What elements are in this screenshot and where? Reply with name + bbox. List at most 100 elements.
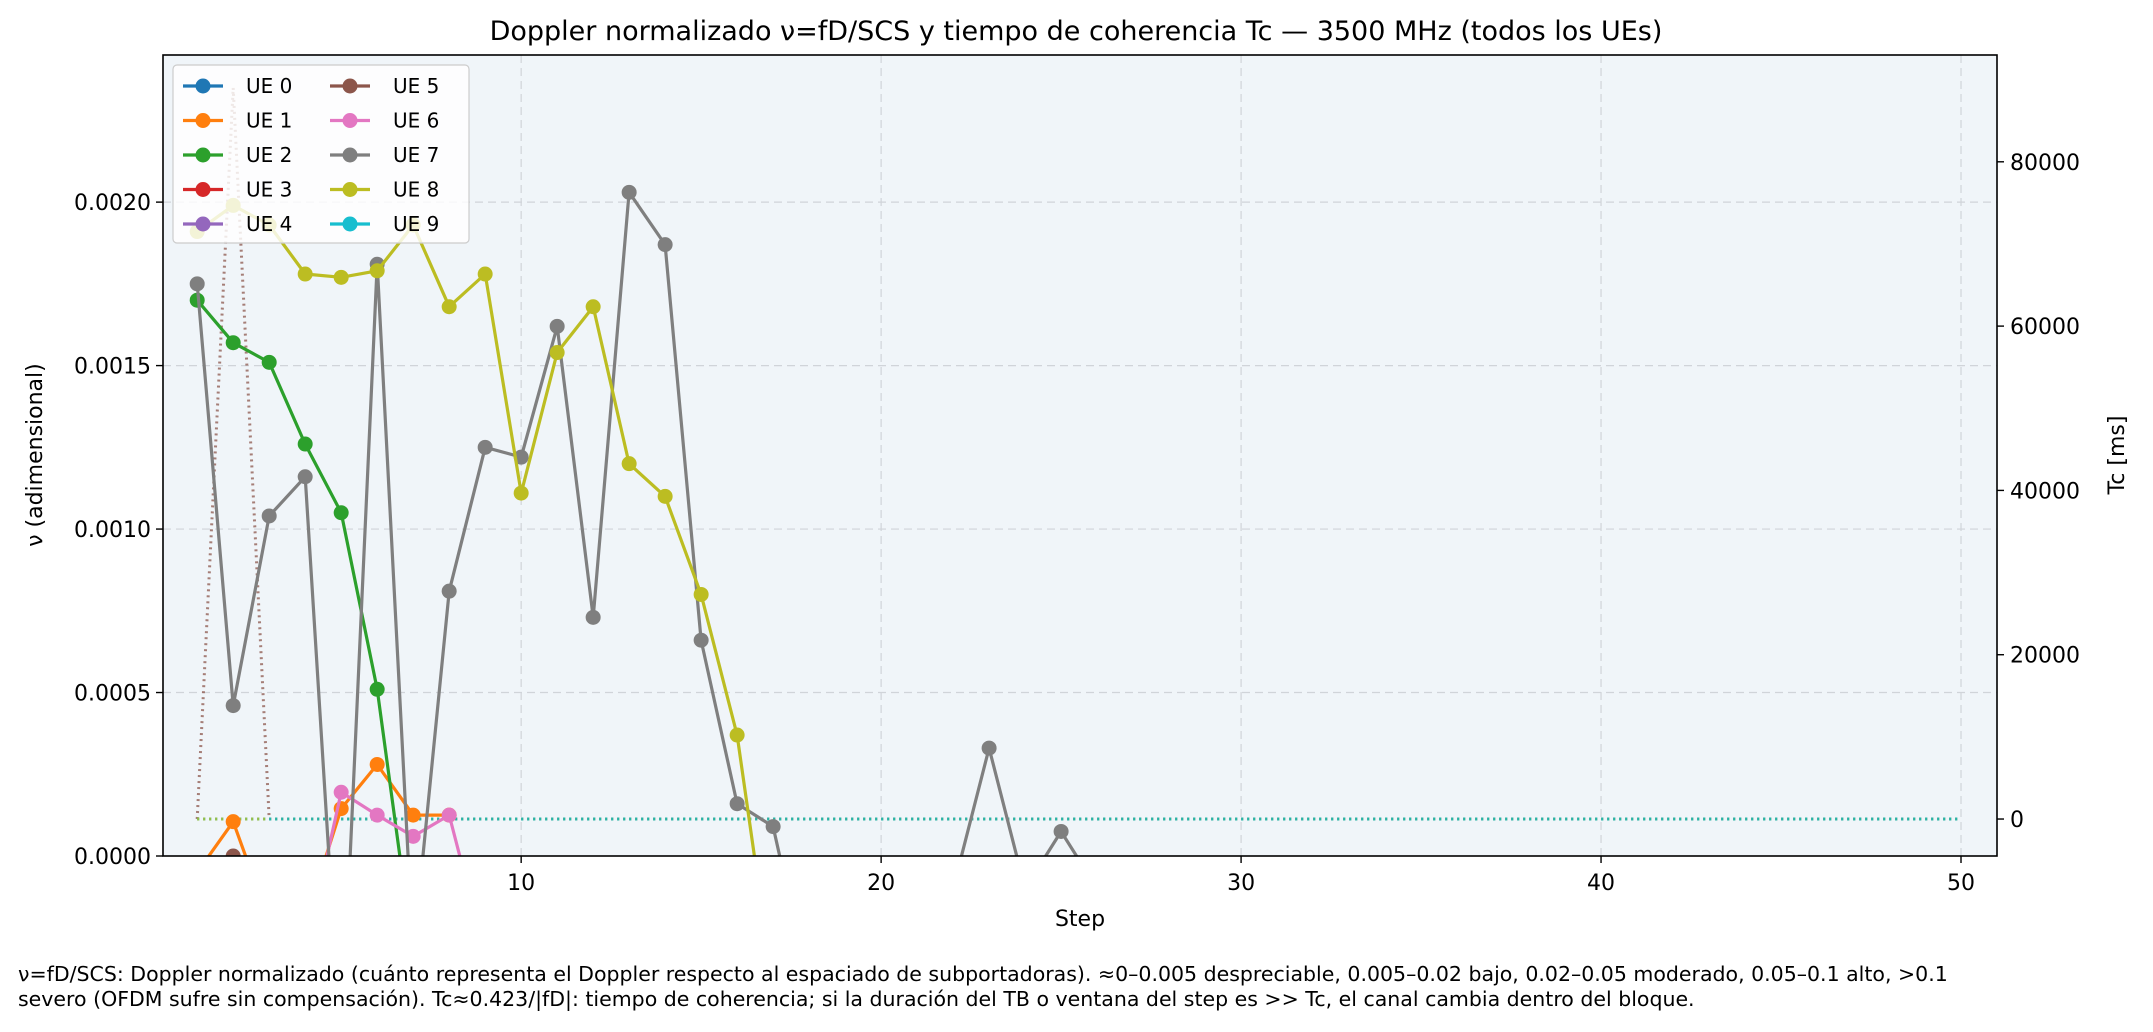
data-point-ue-2 [406, 947, 421, 960]
legend-label-ue-3: UE 3 [246, 178, 292, 202]
data-point-ue-2 [297, 436, 313, 452]
data-point-ue-6 [478, 947, 493, 960]
y2-tick-label: 0 [2010, 808, 2024, 833]
legend-marker-ue-2 [195, 147, 211, 163]
y2-tick-label: 80000 [2010, 151, 2080, 176]
data-point-ue-7 [549, 318, 565, 334]
data-point-ue-7 [1053, 823, 1069, 839]
legend-marker-ue-8 [342, 182, 358, 197]
data-point-ue-8 [297, 266, 313, 282]
caption: ν=fD/SCS: Doppler normalizado (cuánto re… [18, 962, 2143, 1012]
grid [163, 55, 1997, 856]
legend-box [172, 64, 470, 244]
data-point-ue-7 [621, 184, 637, 200]
x-tick-label: 40 [1587, 871, 1615, 896]
data-point-ue-6 [333, 784, 349, 800]
legend-marker-ue-5 [342, 78, 358, 94]
data-point-ue-1 [405, 807, 421, 823]
data-point-ue-6 [298, 947, 313, 960]
legend-marker-ue-7 [342, 147, 358, 163]
chart: 10 20 30 40 50 0.0000 0.0005 0.0010 0.0015 0.002… [23, 16, 2130, 960]
data-point-ue-1 [225, 814, 241, 830]
y2-tick-label: 20000 [2010, 644, 2080, 669]
data-point-ue-7 [441, 583, 457, 599]
data-point-ue-6 [405, 828, 421, 844]
data-point-ue-5 [190, 881, 205, 896]
series-line-ue-5 [230, 854, 236, 856]
legend-label-ue-5: UE 5 [393, 74, 439, 98]
y-tick-label: 0.0000 [74, 845, 151, 870]
data-point-ue-8 [477, 266, 493, 282]
data-point-ue-7 [1090, 881, 1105, 896]
data-point-ue-7 [693, 632, 709, 648]
y2-tick-label: 60000 [2010, 315, 2080, 340]
legend-label-ue-6: UE 6 [393, 109, 439, 133]
data-point-ue-1 [190, 865, 205, 880]
y-ticks: 0.0000 0.0005 0.0010 0.0015 0.0020 [74, 191, 163, 870]
x-ticks: 10 20 30 40 50 [507, 856, 1975, 896]
data-point-ue-1 [369, 756, 385, 772]
data-point-ue-5 [262, 881, 277, 896]
data-point-ue-8 [621, 456, 637, 472]
data-point-ue-8 [585, 299, 601, 315]
data-point-ue-7 [477, 439, 493, 455]
data-point-ue-2 [369, 681, 385, 697]
x-tick-label: 50 [1947, 871, 1975, 896]
y2-tick-label: 40000 [2010, 479, 2080, 504]
data-point-ue-2 [225, 335, 241, 351]
data-point-ue-7 [946, 881, 961, 896]
data-point-ue-5 [225, 848, 241, 856]
data-point-ue-1 [262, 914, 277, 929]
data-point-ue-7 [765, 819, 781, 835]
data-point-ue-6 [441, 807, 457, 823]
data-point-ue-1 [298, 914, 313, 929]
legend-label-ue-9: UE 9 [393, 212, 439, 236]
legend: UE 0 UE 1 UE 2 UE 3 UE 4 UE 5 UE 6 UE 7 UE 8 UE 9 [172, 64, 470, 244]
data-point-ue-8 [369, 263, 385, 279]
data-point-ue-7 [297, 469, 313, 485]
legend-label-ue-1: UE 1 [246, 109, 292, 133]
series-line-ue-1 [206, 762, 450, 856]
data-point-ue-7 [1018, 881, 1033, 896]
y-axis-label: ν (adimensional) [23, 363, 48, 547]
y2-ticks: 0 20000 40000 60000 80000 [1997, 151, 2080, 833]
legend-marker-ue-0 [195, 78, 211, 94]
data-point-ue-7 [225, 698, 241, 714]
data-point-ue-7 [585, 609, 601, 625]
data-point-ue-8 [333, 269, 349, 285]
y2-axis-label: Tc [ms] [2105, 416, 2130, 496]
x-tick-label: 20 [867, 871, 895, 896]
chart-title: Doppler normalizado ν=fD/SCS y tiempo de… [490, 16, 1663, 47]
y-tick-label: 0.0020 [74, 191, 151, 216]
y-tick-label: 0.0010 [74, 518, 151, 543]
y-tick-label: 0.0005 [74, 682, 151, 707]
data-point-ue-6 [369, 807, 385, 823]
legend-label-ue-2: UE 2 [246, 143, 292, 167]
x-tick-label: 30 [1227, 871, 1255, 896]
legend-marker-ue-1 [195, 113, 211, 128]
series-line-ue-6 [325, 790, 462, 856]
data-point-ue-7 [189, 276, 205, 292]
data-point-ue-7 [406, 947, 421, 960]
x-tick-label: 10 [507, 871, 535, 896]
legend-marker-ue-4 [195, 216, 211, 232]
data-point-ue-2 [261, 354, 277, 370]
legend-label-ue-4: UE 4 [246, 212, 292, 236]
data-point-ue-7 [981, 740, 997, 756]
legend-marker-ue-3 [195, 182, 211, 197]
data-point-ue-8 [549, 345, 565, 361]
legend-label-ue-7: UE 7 [393, 143, 439, 167]
data-point-ue-8 [693, 586, 709, 602]
data-point-ue-8 [729, 727, 745, 743]
y-tick-label: 0.0015 [74, 355, 151, 380]
data-point-ue-7 [657, 237, 673, 253]
x-axis-label: Step [1055, 907, 1105, 932]
legend-label-ue-8: UE 8 [393, 178, 439, 202]
data-point-ue-7 [261, 508, 277, 524]
data-point-ue-8 [513, 485, 529, 501]
data-point-ue-8 [441, 299, 457, 315]
data-point-ue-7 [729, 796, 745, 812]
caption-line-1: ν=fD/SCS: Doppler normalizado (cuánto re… [18, 962, 1948, 986]
legend-marker-ue-6 [342, 113, 358, 128]
legend-marker-ue-9 [342, 216, 358, 232]
